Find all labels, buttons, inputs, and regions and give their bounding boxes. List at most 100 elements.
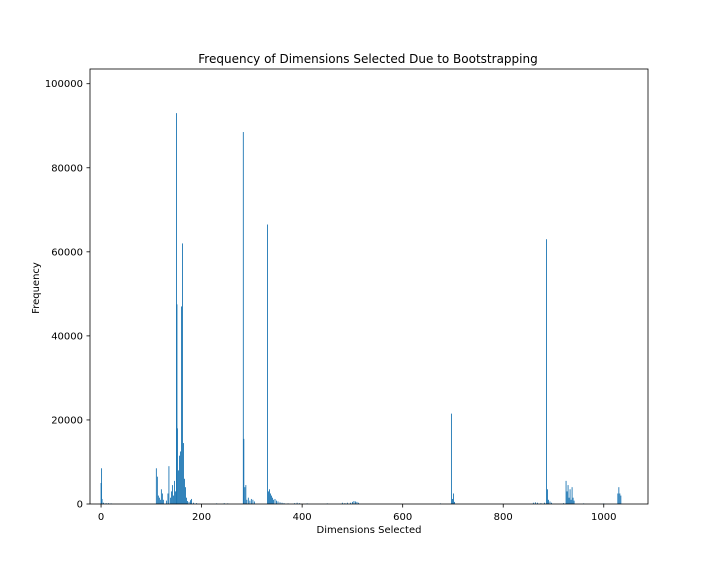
bar-154 xyxy=(178,470,179,504)
bar-172 xyxy=(187,501,188,504)
bar-286 xyxy=(244,487,246,504)
bar-335 xyxy=(269,489,270,504)
bar-941 xyxy=(573,500,575,504)
bar-703 xyxy=(454,501,455,504)
bar-164 xyxy=(183,443,184,504)
bar-886 xyxy=(546,239,547,504)
bar-283 xyxy=(242,132,244,505)
bar-864 xyxy=(534,502,536,504)
bar-496 xyxy=(349,502,351,504)
bar-882 xyxy=(543,502,545,504)
bar-1032 xyxy=(619,493,621,504)
bar-156 xyxy=(179,455,180,504)
bar-168 xyxy=(185,487,186,504)
bar-245 xyxy=(223,503,225,504)
bars-group xyxy=(100,113,622,505)
bar-1030 xyxy=(618,487,620,504)
bar-893 xyxy=(549,501,551,504)
y-axis-label: Frequency xyxy=(31,262,42,314)
bar-699 xyxy=(452,498,453,504)
bar-339 xyxy=(271,495,272,504)
bar-5 xyxy=(103,502,105,504)
bar-138 xyxy=(169,497,171,504)
bar-390 xyxy=(296,502,298,504)
x-tick-label: 0 xyxy=(98,512,104,523)
bar-1034 xyxy=(620,495,622,504)
bar-144 xyxy=(173,495,174,504)
bar-868 xyxy=(536,502,538,504)
bar-890 xyxy=(548,499,549,504)
bar-929 xyxy=(567,485,569,504)
bar-175 xyxy=(188,501,190,504)
bar-158 xyxy=(180,451,181,504)
y-tick-label: 80000 xyxy=(51,163,83,174)
bar-506 xyxy=(354,501,356,504)
bar-333 xyxy=(268,491,269,504)
bar-933 xyxy=(569,489,571,504)
bar-146 xyxy=(174,480,175,504)
bar-500 xyxy=(351,501,353,504)
bar-925 xyxy=(565,480,567,504)
bar-15 xyxy=(108,503,110,504)
bar-931 xyxy=(568,497,570,504)
bar-875 xyxy=(540,503,542,504)
x-axis-label: Dimensions Selected xyxy=(317,525,422,536)
bar-10 xyxy=(105,503,107,504)
bar-293 xyxy=(247,497,249,504)
y-tick-label: 40000 xyxy=(51,331,83,342)
bar-888 xyxy=(547,489,548,504)
bar-331 xyxy=(267,224,268,504)
bar-166 xyxy=(184,478,185,504)
bar-148 xyxy=(175,491,176,504)
bar-937 xyxy=(571,487,573,504)
bar-133 xyxy=(167,493,169,504)
bar-140 xyxy=(170,491,172,504)
bar-296 xyxy=(249,500,251,504)
bar-190 xyxy=(196,503,198,504)
bar-509 xyxy=(356,501,358,504)
chart-title: Frequency of Dimensions Selected Due to … xyxy=(198,52,537,66)
bar-114 xyxy=(157,495,159,504)
bar-160 xyxy=(181,306,182,504)
bar-343 xyxy=(273,499,274,504)
bar-512 xyxy=(357,502,359,504)
bar-122 xyxy=(161,493,163,504)
bar-395 xyxy=(299,503,301,504)
y-axis-ticks: 0 20000 40000 60000 80000 100000 xyxy=(45,79,90,511)
bar-124 xyxy=(162,499,164,504)
bar-299 xyxy=(250,498,252,504)
bar-939 xyxy=(572,497,574,504)
bar-170 xyxy=(186,497,187,504)
bar-151 xyxy=(176,304,178,504)
bar-162 xyxy=(182,243,183,505)
bar-116 xyxy=(158,497,160,504)
bar-0 xyxy=(100,482,102,504)
bar-360 xyxy=(281,502,283,504)
bar-130 xyxy=(165,500,167,504)
bar-927 xyxy=(566,491,568,504)
bar-112 xyxy=(156,476,158,504)
bar-935 xyxy=(570,499,572,504)
bar-503 xyxy=(353,501,355,504)
bar-150 xyxy=(176,113,177,504)
bar-896 xyxy=(551,502,552,504)
x-tick-label: 1000 xyxy=(591,512,616,523)
bar-480 xyxy=(341,502,343,504)
bar-337 xyxy=(270,493,271,504)
x-tick-label: 200 xyxy=(192,512,211,523)
bar-120 xyxy=(160,489,162,504)
bar-697 xyxy=(450,413,452,504)
bar-284 xyxy=(243,438,245,504)
bar-118 xyxy=(159,499,161,504)
x-tick-label: 600 xyxy=(393,512,412,523)
bar-490 xyxy=(346,502,348,504)
bar-485 xyxy=(344,503,346,504)
bar-920 xyxy=(563,503,564,504)
bar-180 xyxy=(191,498,192,504)
bar-356 xyxy=(279,502,281,504)
bar-110 xyxy=(155,468,157,504)
bar-364 xyxy=(283,503,285,504)
bar-184 xyxy=(193,502,195,504)
